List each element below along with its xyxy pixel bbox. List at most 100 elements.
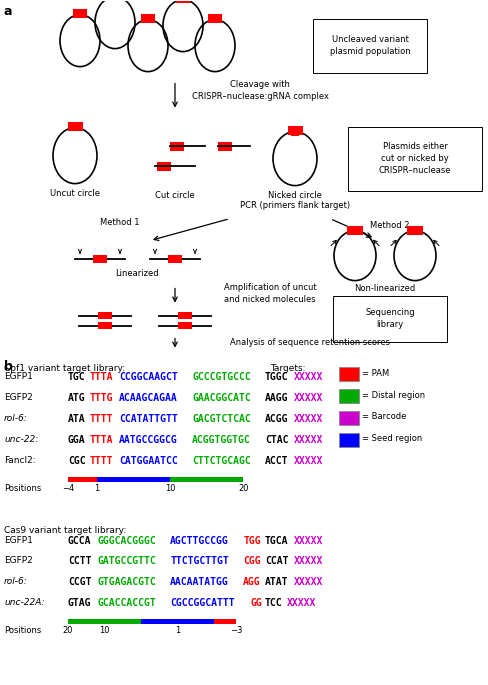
Text: rol-6:: rol-6: xyxy=(4,414,28,423)
Text: Sequencing
library: Sequencing library xyxy=(365,308,414,329)
Text: rol-6:: rol-6: xyxy=(4,577,28,586)
FancyBboxPatch shape xyxy=(338,389,358,403)
Text: XXXXX: XXXXX xyxy=(294,536,323,545)
Text: b: b xyxy=(4,360,13,373)
Text: EGFP2: EGFP2 xyxy=(4,393,33,402)
Text: Cut circle: Cut circle xyxy=(155,190,195,199)
Text: 20: 20 xyxy=(62,626,73,635)
Text: XXXXX: XXXXX xyxy=(294,556,323,566)
Text: Positions: Positions xyxy=(4,484,41,493)
Text: Analysis of sequence retention scores: Analysis of sequence retention scores xyxy=(229,338,389,347)
Text: −4: −4 xyxy=(62,484,74,493)
FancyBboxPatch shape xyxy=(347,127,481,190)
Text: AGCTTGCCGG: AGCTTGCCGG xyxy=(170,536,228,545)
Text: Non-linearized: Non-linearized xyxy=(354,284,415,292)
Text: Targets:: Targets: xyxy=(269,364,305,373)
Text: EGFP1: EGFP1 xyxy=(4,536,33,545)
Text: GAACGGCATC: GAACGGCATC xyxy=(192,393,250,403)
Text: Plasmids either
cut or nicked by
CRISPR–nuclease: Plasmids either cut or nicked by CRISPR–… xyxy=(378,142,450,175)
Text: Positions: Positions xyxy=(4,626,41,635)
Text: unc-22A:: unc-22A: xyxy=(4,598,44,608)
Text: CCTT: CCTT xyxy=(68,556,91,566)
Text: AACAATATGG: AACAATATGG xyxy=(170,577,228,588)
Bar xyxy=(68,477,97,482)
FancyBboxPatch shape xyxy=(312,18,426,73)
Text: CCGGCAAGCT: CCGGCAAGCT xyxy=(119,372,178,382)
Text: CCAT: CCAT xyxy=(264,556,288,566)
Bar xyxy=(287,125,302,134)
Text: ACCT: ACCT xyxy=(264,456,288,466)
Text: CGCCGGCATTT: CGCCGGCATTT xyxy=(170,598,234,608)
Text: Nicked circle: Nicked circle xyxy=(267,190,321,199)
Bar xyxy=(141,14,155,23)
Text: CATGGAATCC: CATGGAATCC xyxy=(119,456,178,466)
Text: GCCCGTGCCC: GCCCGTGCCC xyxy=(192,372,250,382)
Text: TTCTGCTTGT: TTCTGCTTGT xyxy=(170,556,228,566)
Text: EGFP1: EGFP1 xyxy=(4,372,33,381)
Text: XXXXX: XXXXX xyxy=(294,435,323,445)
Text: AAGG: AAGG xyxy=(264,393,288,403)
Bar xyxy=(157,162,171,171)
Text: CTTCTGCAGC: CTTCTGCAGC xyxy=(192,456,250,466)
Text: Uncut circle: Uncut circle xyxy=(50,188,100,197)
Bar xyxy=(178,312,192,319)
Text: GG: GG xyxy=(250,598,262,608)
Text: Cleavage with
CRISPR–nuclease:gRNA complex: Cleavage with CRISPR–nuclease:gRNA compl… xyxy=(191,80,328,101)
Text: PCR (primers flank target): PCR (primers flank target) xyxy=(240,201,349,210)
Bar xyxy=(176,0,190,3)
Text: TGGC: TGGC xyxy=(264,372,288,382)
Text: XXXXX: XXXXX xyxy=(294,372,323,382)
Bar xyxy=(218,142,231,151)
Text: Cpf1 variant target library:: Cpf1 variant target library: xyxy=(4,364,125,373)
Text: Uncleaved variant
plasmid population: Uncleaved variant plasmid population xyxy=(329,35,409,56)
Text: XXXXX: XXXXX xyxy=(294,577,323,588)
Text: GACGTCTCAC: GACGTCTCAC xyxy=(192,414,250,424)
Text: GATGCCGTTC: GATGCCGTTC xyxy=(97,556,156,566)
Text: TTTT: TTTT xyxy=(90,414,113,424)
Text: 1: 1 xyxy=(175,626,180,635)
Text: = Distal region: = Distal region xyxy=(361,390,424,399)
Text: TGCA: TGCA xyxy=(264,536,288,545)
Text: TTTA: TTTA xyxy=(90,372,113,382)
Bar xyxy=(170,477,243,482)
Bar xyxy=(98,322,112,329)
Bar xyxy=(68,619,141,624)
Bar xyxy=(290,131,298,136)
FancyBboxPatch shape xyxy=(338,411,358,425)
Bar xyxy=(168,255,182,262)
Text: TCC: TCC xyxy=(264,598,282,608)
Text: Fancl2:: Fancl2: xyxy=(4,456,36,465)
Text: −3: −3 xyxy=(229,626,242,635)
Text: 20: 20 xyxy=(238,484,248,493)
Text: Amplification of uncut
and nicked molecules: Amplification of uncut and nicked molecu… xyxy=(223,283,316,304)
Bar xyxy=(170,142,183,151)
Text: CCATATTGTT: CCATATTGTT xyxy=(119,414,178,424)
Text: GTAG: GTAG xyxy=(68,598,91,608)
Text: CGC: CGC xyxy=(68,456,85,466)
Bar xyxy=(406,225,422,234)
Text: TTTA: TTTA xyxy=(90,435,113,445)
Bar xyxy=(346,225,362,234)
Text: GCCA: GCCA xyxy=(68,536,91,545)
Text: 10: 10 xyxy=(164,484,175,493)
Bar xyxy=(67,122,82,131)
Text: XXXXX: XXXXX xyxy=(294,393,323,403)
Text: CCGT: CCGT xyxy=(68,577,91,588)
Text: Linearized: Linearized xyxy=(115,269,159,277)
Text: = PAM: = PAM xyxy=(361,369,388,377)
Text: = Barcode: = Barcode xyxy=(361,412,406,421)
FancyBboxPatch shape xyxy=(338,433,358,447)
Text: XXXXX: XXXXX xyxy=(294,456,323,466)
Bar xyxy=(98,312,112,319)
Text: CGG: CGG xyxy=(243,556,260,566)
Bar xyxy=(207,14,222,23)
Text: unc-22:: unc-22: xyxy=(4,435,38,444)
Text: ACAAGCAGAA: ACAAGCAGAA xyxy=(119,393,178,403)
Text: ATA: ATA xyxy=(68,414,85,424)
Text: 10: 10 xyxy=(99,626,109,635)
Text: = Seed region: = Seed region xyxy=(361,434,421,443)
Text: a: a xyxy=(4,5,13,18)
Text: AGG: AGG xyxy=(243,577,260,588)
Text: XXXXX: XXXXX xyxy=(294,414,323,424)
Text: GCACCACCGT: GCACCACCGT xyxy=(97,598,156,608)
